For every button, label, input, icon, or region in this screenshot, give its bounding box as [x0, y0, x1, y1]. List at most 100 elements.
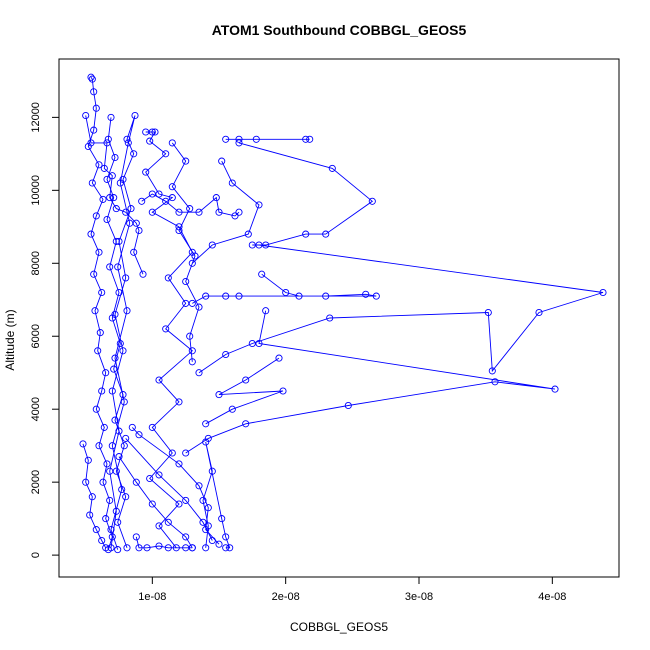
data-point — [123, 135, 131, 143]
data-point — [255, 241, 263, 249]
data-point — [108, 442, 116, 450]
data-point — [155, 522, 163, 530]
data-point — [195, 303, 203, 311]
series-line — [191, 160, 260, 264]
data-point — [96, 329, 104, 337]
data-point — [248, 339, 256, 348]
data-point — [90, 88, 98, 96]
data-point — [88, 75, 96, 83]
series-line — [205, 357, 284, 425]
data-point — [235, 139, 243, 147]
data-point — [491, 378, 499, 386]
data-point — [122, 274, 130, 282]
data-point — [231, 212, 239, 220]
y-tick-label: 12000 — [30, 102, 42, 133]
data-point — [168, 449, 176, 457]
data-point — [186, 205, 194, 213]
series-line — [135, 536, 193, 549]
data-point — [90, 270, 98, 278]
data-point — [204, 522, 212, 530]
data-point — [215, 391, 223, 399]
series-line — [87, 76, 113, 550]
data-point — [139, 270, 147, 278]
data-point — [92, 526, 100, 534]
data-point — [82, 478, 90, 486]
data-point — [344, 401, 352, 410]
data-point — [242, 376, 250, 384]
data-point — [551, 385, 559, 393]
series-line — [192, 273, 377, 304]
x-tick-label: 2e-08 — [272, 591, 300, 603]
data-point — [146, 137, 154, 145]
y-tick-label: 2000 — [30, 470, 42, 494]
data-point — [151, 128, 159, 136]
data-point — [131, 111, 139, 120]
x-tick-label: 3e-08 — [405, 591, 433, 603]
data-point — [100, 423, 108, 431]
data-point — [118, 485, 126, 494]
data-point — [142, 128, 150, 136]
data-point — [235, 135, 243, 143]
y-tick-label: 10000 — [30, 175, 42, 206]
data-point — [115, 237, 123, 245]
data-point — [135, 431, 143, 439]
data-point — [155, 190, 163, 198]
data-point — [164, 544, 172, 552]
data-point — [103, 175, 111, 183]
data-point — [94, 347, 102, 355]
data-point — [110, 365, 118, 373]
series-line — [141, 193, 240, 217]
data-point — [123, 544, 131, 552]
data-point — [168, 194, 176, 202]
data-point — [484, 308, 492, 317]
data-point — [116, 179, 124, 187]
data-point — [119, 347, 127, 355]
data-point — [122, 493, 130, 501]
data-point — [146, 474, 154, 483]
data-point — [202, 438, 210, 446]
data-point — [86, 511, 94, 519]
y-tick-label: 4000 — [30, 397, 42, 421]
data-point — [222, 350, 230, 359]
data-point — [106, 496, 114, 504]
x-axis-label: COBBGL_GEOS5 — [290, 620, 388, 634]
data-point — [124, 139, 132, 147]
data-point — [95, 248, 103, 256]
data-point — [102, 515, 110, 523]
series-line — [185, 310, 556, 454]
data-point — [191, 252, 199, 260]
data-point — [108, 314, 116, 322]
data-point — [107, 544, 115, 552]
x-tick-label: 1e-08 — [138, 591, 166, 603]
data-point — [162, 325, 170, 333]
data-point — [106, 194, 114, 202]
data-point — [95, 442, 103, 450]
data-point — [164, 274, 172, 282]
data-point — [102, 544, 110, 552]
data-point — [168, 183, 176, 191]
data-point — [114, 546, 122, 554]
data-point — [90, 126, 98, 134]
data-point — [322, 230, 330, 238]
data-point — [195, 369, 203, 377]
series-line — [109, 115, 136, 550]
data-point — [215, 208, 223, 216]
data-point — [98, 288, 106, 297]
data-point — [182, 496, 190, 504]
data-point — [143, 544, 151, 552]
data-point — [258, 270, 266, 278]
data-point — [130, 150, 138, 158]
data-point — [235, 208, 243, 216]
data-point — [218, 157, 226, 165]
x-tick-label: 4e-08 — [538, 591, 566, 603]
series-line — [118, 456, 193, 549]
data-point — [102, 369, 110, 377]
data-point — [116, 339, 124, 348]
data-point — [175, 460, 183, 468]
data-point — [138, 197, 146, 205]
series-line — [198, 244, 604, 374]
data-point — [326, 314, 334, 322]
series-lines — [82, 76, 604, 550]
data-point — [182, 157, 190, 165]
data-point — [199, 496, 207, 504]
